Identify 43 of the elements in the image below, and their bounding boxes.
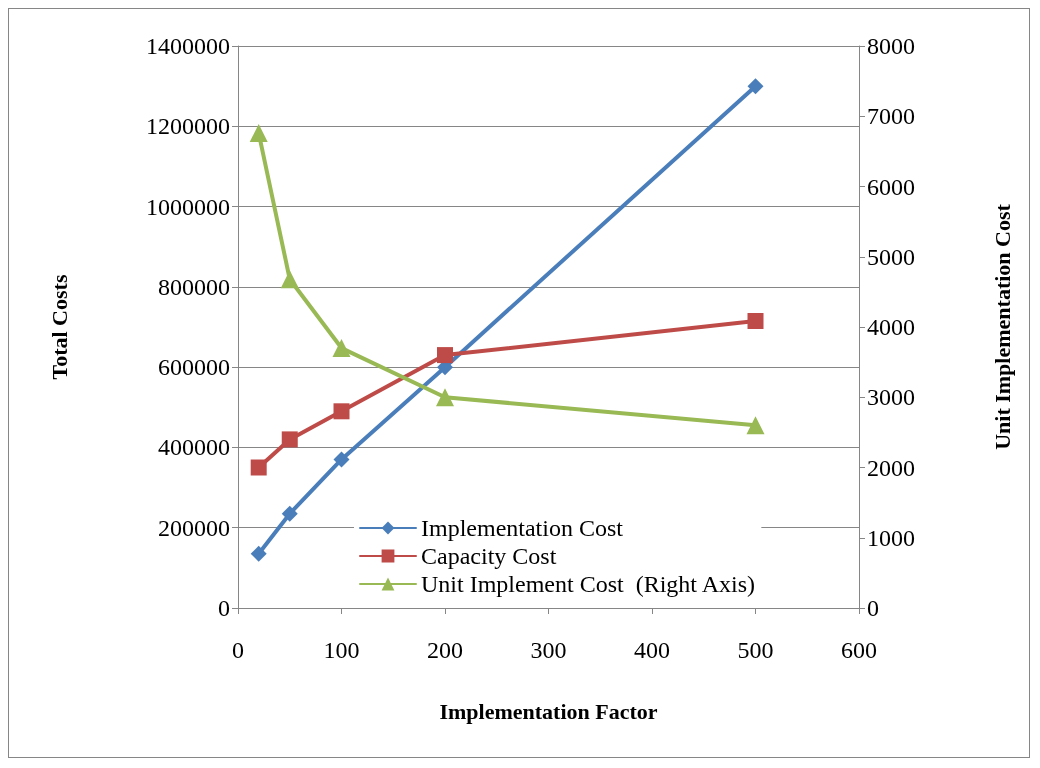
x-tick-label: 400 [634,637,670,663]
legend-label: Implementation Cost [421,515,624,541]
y2-tick-label: 2000 [867,454,915,481]
y-tick-label: 600000 [158,354,230,381]
point [436,388,454,407]
y2-tick-label: 7000 [867,103,915,130]
y2-tick-label: 1000 [867,524,915,551]
y-tick-label: 0 [218,595,230,621]
x-tick-label: 500 [737,637,774,663]
point [747,78,764,95]
point [249,124,268,143]
y-tick-label: 1400000 [146,33,230,59]
x-tick-label: 300 [530,637,567,663]
y2-tick-label: 8000 [867,33,915,59]
y-tick-label: 200000 [158,514,230,541]
point [333,451,350,468]
point [333,403,350,420]
x-tick-label: 100 [323,637,360,663]
y-axis-title: Total Costs [46,274,72,380]
legend-label: Capacity Cost [421,543,557,569]
y-tick-label: 1000000 [146,193,230,220]
y-tick-label: 400000 [158,434,230,461]
point [280,270,299,289]
y2-axis-title: Unit Implementation Cost [989,203,1015,450]
point [281,505,298,522]
y2-tick-label: 6000 [867,173,915,200]
y2-tick-label: 0 [867,595,879,621]
y2-tick-label: 5000 [867,243,915,270]
point [747,312,764,329]
point [332,339,351,358]
x-tick-label: 200 [427,637,463,663]
y2-tick-label: 3000 [867,384,915,411]
x-axis-title: Implementation Factor [439,698,658,724]
point [250,545,267,562]
legend-label: Unit Implement Cost (Right Axis) [421,571,755,597]
y-tick-label: 800000 [158,273,230,300]
point [250,459,267,476]
x-tick-label: 600 [841,637,877,663]
point [281,431,298,448]
point [746,416,765,435]
point [437,347,453,364]
y2-tick-label: 4000 [867,314,915,340]
y-tick-label: 1200000 [146,113,230,140]
